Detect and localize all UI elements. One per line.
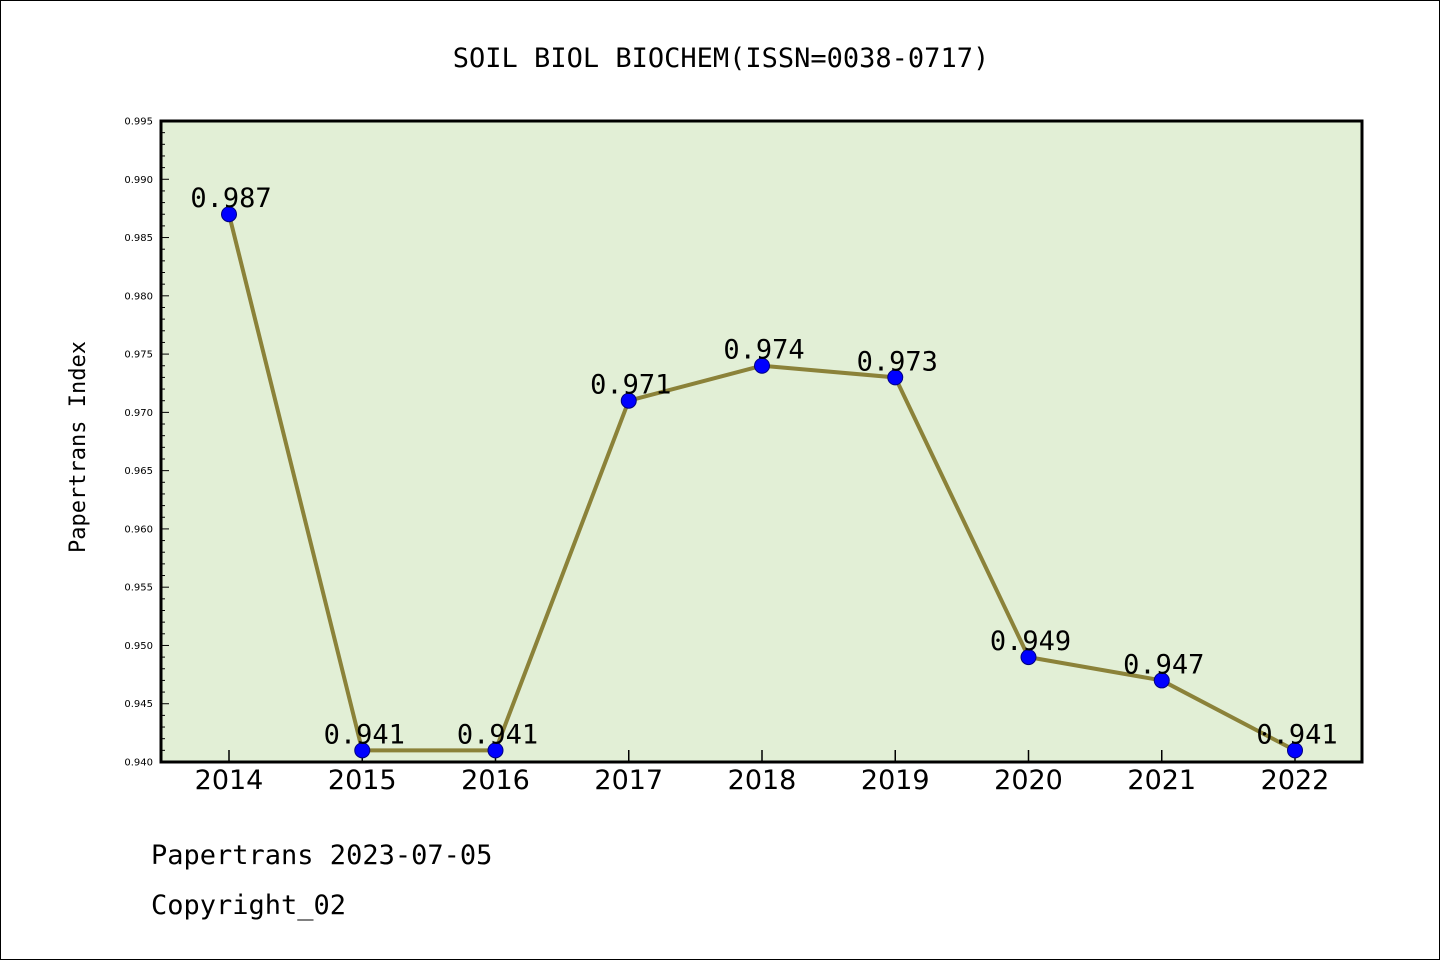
plot-area (161, 121, 1362, 762)
data-point (354, 742, 371, 759)
chart-title: SOIL BIOL BIOCHEM(ISSN=0038-0717) (453, 43, 989, 74)
data-point (1020, 649, 1037, 666)
y-tick-label: 0.940 (124, 758, 153, 769)
x-axis: 2014 2015 2016 2017 2018 2019 2020 2021 2022 (195, 750, 1330, 796)
series-group (221, 206, 1303, 759)
y-tick-label: 0.995 (124, 117, 153, 128)
x-tick-label: 2019 (861, 765, 930, 796)
data-label: 0.941 (1256, 719, 1337, 750)
y-tick-label: 0.970 (124, 408, 153, 419)
data-labels: 0.987 0.941 0.941 0.971 0.974 0.973 0.949 0.947… (190, 183, 1337, 750)
y-tick-label: 0.960 (124, 524, 153, 535)
y-axis-label: Papertrans Index (66, 341, 91, 553)
plot-frame (159, 119, 1364, 764)
y-tick-label: 0.945 (124, 699, 153, 710)
x-tick-label: 2017 (594, 765, 663, 796)
data-label: 0.941 (457, 719, 538, 750)
data-point (487, 742, 504, 759)
data-label: 0.941 (324, 719, 405, 750)
data-point (754, 357, 770, 374)
footer-copyright-text: Copyright_02 (151, 890, 346, 921)
data-label: 0.949 (990, 626, 1071, 657)
data-point (1287, 742, 1303, 759)
y-tick-label: 0.980 (124, 291, 153, 302)
data-label: 0.971 (590, 370, 671, 401)
y-tick-label: 0.990 (124, 175, 153, 186)
x-tick-label: 2022 (1261, 765, 1330, 796)
x-tick-label: 2015 (328, 765, 397, 796)
x-tick-label: 2014 (195, 765, 264, 796)
x-tick-label: 2021 (1127, 765, 1196, 796)
x-tick-label: 2018 (728, 765, 797, 796)
y-tick-label: 0.955 (124, 583, 153, 594)
data-label: 0.973 (857, 346, 938, 377)
data-point (1153, 672, 1170, 689)
footer-date-text: Papertrans 2023-07-05 (151, 840, 492, 871)
data-label: 0.974 (723, 335, 804, 366)
data-point (620, 392, 637, 409)
y-tick-label: 0.975 (124, 350, 153, 361)
data-point (221, 206, 237, 223)
x-tick-label: 2016 (461, 765, 530, 796)
data-point (887, 369, 904, 386)
y-tick-label: 0.985 (124, 233, 153, 244)
data-label: 0.987 (190, 183, 271, 214)
data-label: 0.947 (1123, 649, 1204, 680)
y-tick-label: 0.965 (124, 466, 153, 477)
y-tick-label: 0.950 (124, 641, 153, 652)
x-tick-label: 2020 (994, 765, 1063, 796)
